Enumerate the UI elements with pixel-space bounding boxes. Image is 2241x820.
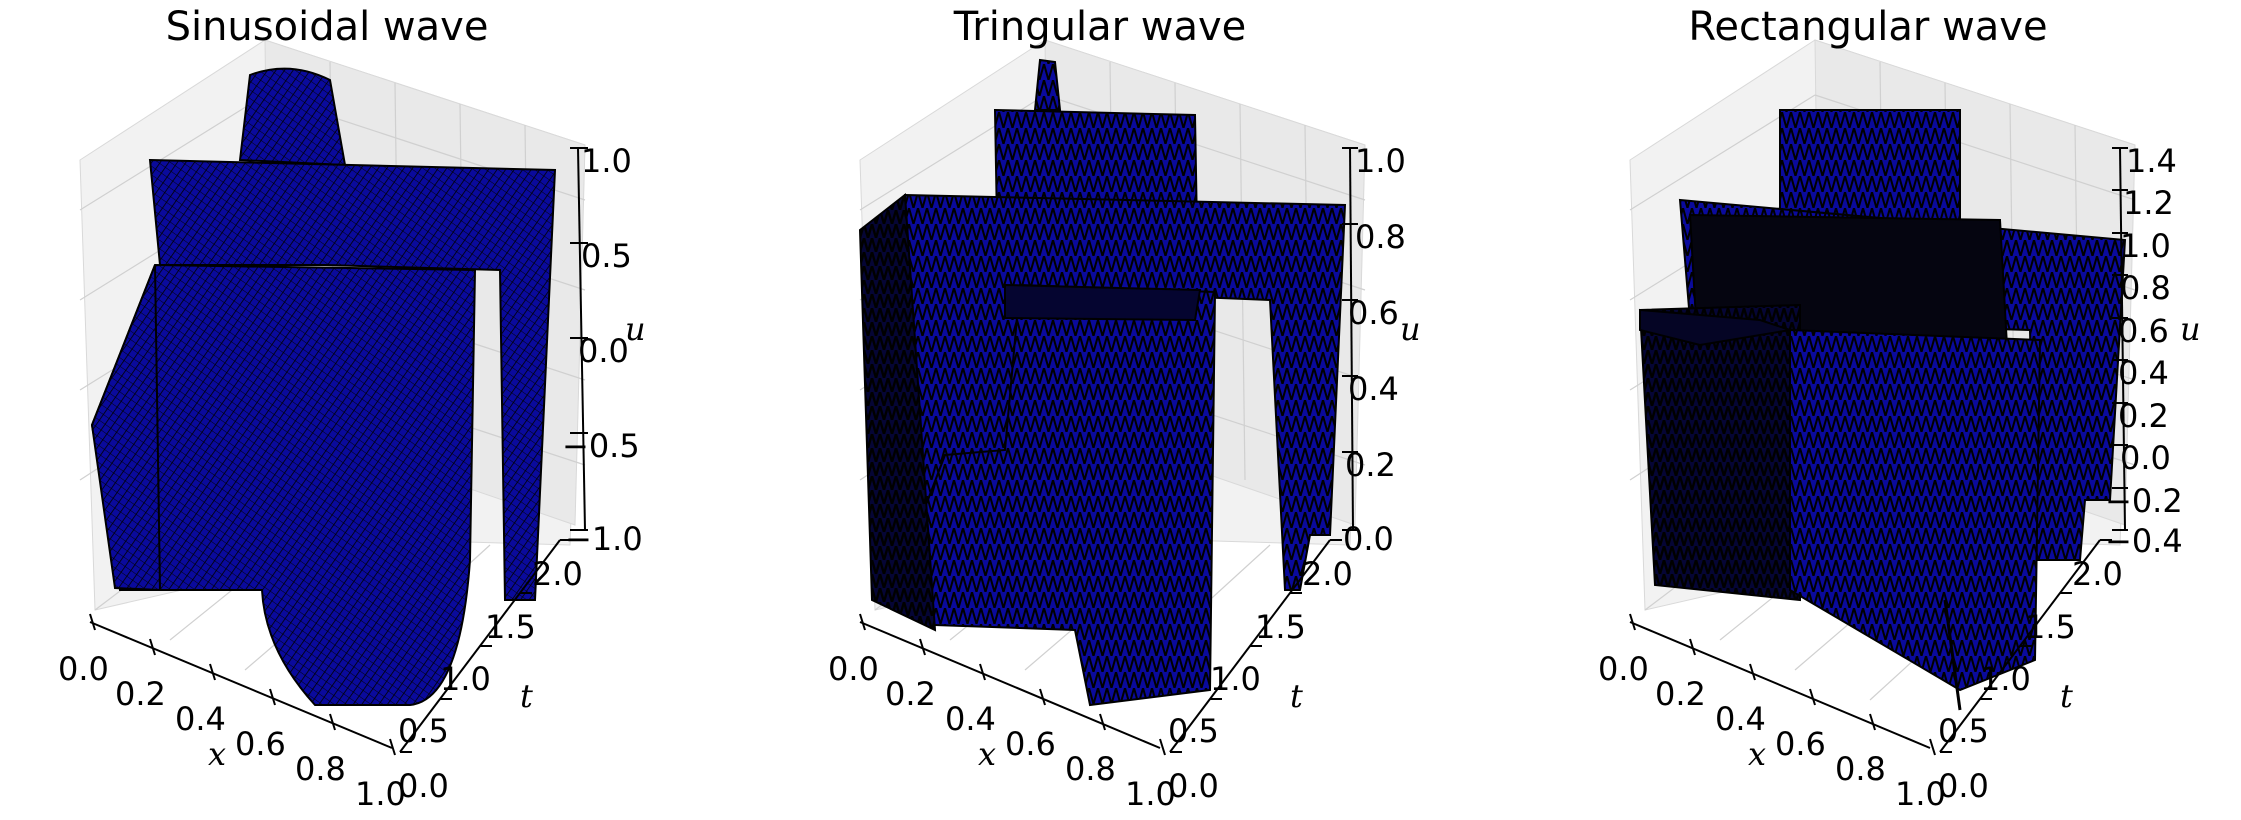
x-tick: 0.2 bbox=[1655, 675, 1706, 713]
x-axis-label: x bbox=[1748, 735, 1766, 773]
x-tick: 0.4 bbox=[945, 700, 996, 738]
x-axis-label: x bbox=[978, 735, 996, 773]
x-tick: 0.0 bbox=[1598, 650, 1649, 688]
u-tick: 0.0 bbox=[2120, 439, 2171, 477]
t-axis-label: t bbox=[1290, 677, 1303, 715]
x-axis: 0.0 0.2 0.4 0.6 0.8 1.0 x bbox=[58, 613, 406, 813]
t-tick: 0.5 bbox=[1168, 712, 1219, 750]
t-axis: 0.0 0.5 1.0 1.5 2.0 t bbox=[398, 539, 583, 805]
x-tick: 0.4 bbox=[175, 700, 226, 738]
u-tick: 0.8 bbox=[2120, 269, 2171, 307]
u-tick: −0.4 bbox=[2105, 522, 2183, 560]
t-tick: 1.5 bbox=[1255, 608, 1306, 646]
surface-sinusoidal bbox=[90, 67, 557, 706]
t-tick: 0.5 bbox=[1938, 712, 1989, 750]
x-tick: 0.6 bbox=[1005, 725, 1056, 763]
t-tick: 2.0 bbox=[532, 555, 583, 593]
x-tick: 1.0 bbox=[1125, 775, 1176, 813]
u-tick: 0.4 bbox=[2118, 354, 2169, 392]
u-tick: 0.0 bbox=[1343, 520, 1394, 558]
t-tick: 2.0 bbox=[2072, 555, 2123, 593]
x-tick: 0.2 bbox=[115, 675, 166, 713]
t-axis: 0.0 0.5 1.0 1.5 2.0 t bbox=[1938, 539, 2123, 805]
t-tick: 0.0 bbox=[1168, 767, 1219, 805]
x-tick: 0.8 bbox=[295, 750, 346, 788]
u-axis: 1.4 1.2 1.0 0.8 0.6 0.4 0.2 0.0 −0.2 −0.… bbox=[2105, 142, 2201, 560]
x-tick: 0.0 bbox=[828, 650, 879, 688]
title-triangular: Tringular wave bbox=[953, 4, 1247, 50]
u-tick: 1.0 bbox=[2120, 227, 2171, 265]
u-tick: −0.2 bbox=[2105, 482, 2183, 520]
t-tick: 1.5 bbox=[485, 608, 536, 646]
u-tick: −0.5 bbox=[562, 427, 640, 465]
t-tick: 1.5 bbox=[2025, 608, 2076, 646]
x-tick: 0.6 bbox=[1775, 725, 1826, 763]
t-axis-label: t bbox=[2060, 677, 2073, 715]
u-tick: 1.2 bbox=[2123, 184, 2174, 222]
title-rectangular: Rectangular wave bbox=[1688, 4, 2047, 50]
u-tick: 0.4 bbox=[1348, 370, 1399, 408]
x-tick: 0.0 bbox=[58, 650, 109, 688]
u-tick: 0.8 bbox=[1355, 218, 1406, 256]
u-tick: 0.0 bbox=[578, 332, 629, 370]
x-tick: 0.8 bbox=[1065, 750, 1116, 788]
u-tick: 0.2 bbox=[2118, 397, 2169, 435]
t-axis: 0.0 0.5 1.0 1.5 2.0 t bbox=[1168, 539, 1353, 805]
surface-triangular bbox=[858, 58, 1347, 707]
x-axis: 0.0 0.2 0.4 0.6 0.8 1.0 x bbox=[1598, 613, 1946, 813]
u-tick: 1.0 bbox=[1355, 142, 1406, 180]
u-tick: −1.0 bbox=[565, 520, 643, 558]
u-tick: 0.6 bbox=[2118, 312, 2169, 350]
t-tick: 0.5 bbox=[398, 712, 449, 750]
u-tick: 0.2 bbox=[1345, 446, 1396, 484]
t-tick: 0.0 bbox=[398, 767, 449, 805]
x-tick: 1.0 bbox=[1895, 775, 1946, 813]
u-axis-label: u bbox=[1400, 310, 1421, 348]
panel-sinusoidal: Sinusoidal wave 1.0 0.5 0.0 −0.5 −1.0 u … bbox=[58, 4, 646, 813]
u-tick: 1.0 bbox=[581, 142, 632, 180]
u-axis: 1.0 0.5 0.0 −0.5 −1.0 u bbox=[562, 142, 646, 558]
title-sinusoidal: Sinusoidal wave bbox=[166, 4, 489, 50]
u-axis: 1.0 0.8 0.6 0.4 0.2 0.0 u bbox=[1342, 142, 1421, 558]
t-tick: 0.0 bbox=[1938, 767, 1989, 805]
x-tick: 0.6 bbox=[235, 725, 286, 763]
u-tick: 1.4 bbox=[2126, 142, 2177, 180]
x-tick: 0.8 bbox=[1835, 750, 1886, 788]
x-tick: 0.2 bbox=[885, 675, 936, 713]
t-tick: 1.0 bbox=[1210, 660, 1261, 698]
x-tick: 0.4 bbox=[1715, 700, 1766, 738]
t-axis-label: t bbox=[520, 677, 533, 715]
u-tick: 0.5 bbox=[581, 237, 632, 275]
panel-triangular: Tringular wave 1.0 0.8 0.6 0.4 0.2 0.0 u bbox=[828, 4, 1421, 813]
t-tick: 2.0 bbox=[1302, 555, 1353, 593]
x-axis-label: x bbox=[208, 735, 226, 773]
x-tick: 1.0 bbox=[355, 775, 406, 813]
u-tick: 0.6 bbox=[1348, 294, 1399, 332]
t-tick: 1.0 bbox=[1980, 660, 2031, 698]
t-tick: 1.0 bbox=[440, 660, 491, 698]
panel-rectangular: Rectangular wave 1.4 1.2 1.0 0.8 0.6 0.4… bbox=[1598, 4, 2201, 813]
x-axis: 0.0 0.2 0.4 0.6 0.8 1.0 x bbox=[828, 613, 1176, 813]
u-axis-label: u bbox=[2180, 310, 2201, 348]
u-axis-label: u bbox=[625, 310, 646, 348]
